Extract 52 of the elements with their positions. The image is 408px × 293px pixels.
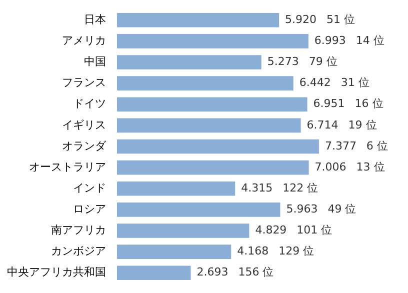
- y-tick-label: ロシア: [73, 202, 106, 216]
- bar: [117, 266, 191, 280]
- data-label: 5.963: [286, 202, 318, 216]
- text: 31 位: [340, 76, 370, 90]
- bar: [117, 76, 294, 90]
- bar: [117, 181, 236, 196]
- y-tick-label: 中央アフリカ共和国: [7, 266, 106, 279]
- text: 14 位: [356, 34, 384, 48]
- y-tick-label: アメリカ: [62, 34, 106, 48]
- y-tick-label: オランダ: [62, 139, 107, 152]
- y-tick-label: カンボジア: [51, 244, 106, 258]
- data-label: 4.168: [237, 244, 269, 258]
- bar: [117, 224, 250, 238]
- bar: [117, 55, 262, 70]
- y-tick-label: ドイツ: [73, 97, 106, 110]
- text: 51 位: [326, 12, 356, 26]
- data-label: 7.377: [324, 139, 356, 152]
- bar: [117, 12, 280, 28]
- bar: [117, 34, 308, 48]
- annotation: 101 位: [296, 224, 332, 237]
- data-label: 5.273: [267, 55, 299, 68]
- y-tick-label: 日本: [84, 12, 106, 26]
- text: 16 位: [354, 97, 384, 110]
- annotation: 156 位: [238, 266, 274, 279]
- y-tick-label: 南アフリカ: [51, 224, 106, 237]
- data-label: 4.315: [241, 181, 273, 194]
- y-tick-label: イギリス: [62, 118, 106, 132]
- y-tick-label: フランス: [62, 76, 106, 90]
- bar: [117, 202, 280, 217]
- data-label: 4.829: [255, 224, 287, 237]
- bar: [117, 139, 319, 154]
- data-label: 2.693: [196, 266, 228, 279]
- data-label: 5.920: [285, 12, 317, 26]
- data-label: 7.006: [314, 160, 346, 174]
- annotation: 129 位: [278, 244, 314, 258]
- y-tick-label: オーストラリア: [29, 160, 106, 174]
- text: 19 位: [348, 118, 377, 132]
- text: 6 位: [366, 139, 388, 152]
- y-tick-label: インド: [73, 181, 106, 194]
- y-tick-label: 中国: [84, 55, 106, 68]
- annotation: 79 位: [308, 55, 338, 68]
- annotation: 122 位: [282, 181, 318, 194]
- bar: [117, 97, 308, 112]
- data-label: 6.993: [314, 34, 346, 48]
- data-label: 6.442: [299, 76, 331, 90]
- text: 13 位: [356, 160, 385, 174]
- data-label: 6.714: [306, 118, 338, 132]
- bar: [117, 160, 309, 175]
- text: 49 位: [328, 202, 356, 216]
- data-label: 6.951: [313, 97, 345, 110]
- bar: [117, 244, 232, 259]
- bar: [117, 118, 301, 133]
